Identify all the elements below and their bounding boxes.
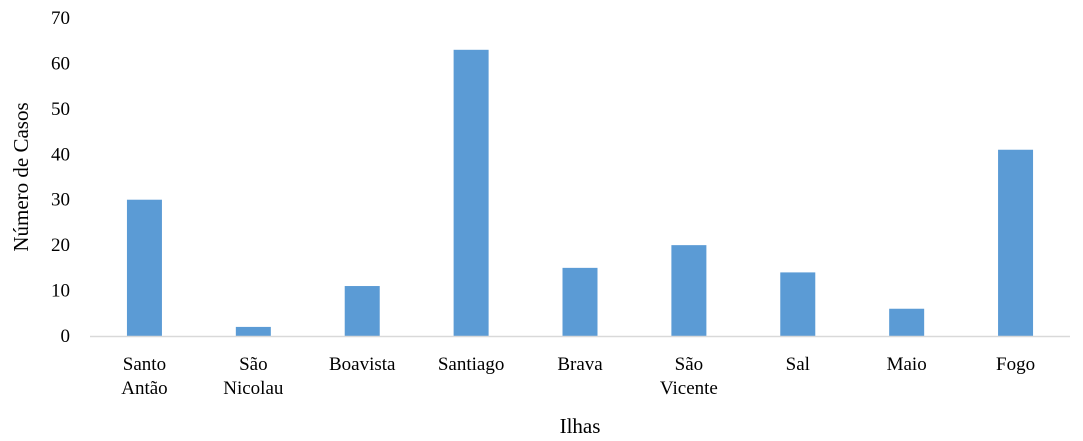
x-category-label-line: Antão (121, 378, 167, 399)
x-category-label: Fogo (996, 354, 1035, 375)
bar (562, 267, 598, 336)
x-category-label-line: São (239, 354, 268, 375)
bar (126, 199, 162, 336)
y-tick-label: 40 (51, 144, 70, 165)
y-axis-title: Número de Casos (9, 102, 33, 251)
x-category-label: Maio (887, 354, 927, 375)
x-category-label-line: Santo (123, 354, 166, 375)
x-category-label-line: Boavista (329, 354, 396, 375)
y-tick-label: 30 (51, 190, 70, 211)
x-category-label-line: São (675, 354, 704, 375)
bar (671, 245, 707, 336)
y-tick-label: 70 (51, 8, 70, 29)
x-category-label: Brava (557, 354, 603, 375)
x-category-label-line: Nicolau (223, 378, 284, 399)
x-category-label-line: Brava (557, 354, 603, 375)
bar (453, 49, 489, 337)
x-category-label: Santo Antão (121, 354, 167, 399)
y-tick-label: 20 (51, 235, 70, 256)
bar (344, 286, 380, 336)
bar (889, 308, 925, 336)
x-category-label: São Nicolau (223, 354, 284, 399)
bar (780, 272, 816, 336)
x-category-label: Sal (786, 354, 810, 375)
x-category-label-line: Maio (887, 354, 927, 375)
x-category-label-line: Fogo (996, 354, 1035, 375)
y-tick-label: 0 (61, 326, 71, 347)
y-tick-label: 10 (51, 281, 70, 302)
x-axis-title: Ilhas (560, 414, 601, 438)
bar (235, 326, 271, 336)
x-category-label: Santiago (438, 354, 505, 375)
y-axis-ticks: 0 10 20 30 40 50 60 70 (51, 8, 70, 347)
x-category-label-line: Santiago (438, 354, 505, 375)
y-tick-label: 50 (51, 99, 70, 120)
x-category-label-line: Sal (786, 354, 810, 375)
bars (126, 49, 1034, 337)
y-tick-label: 60 (51, 53, 70, 74)
x-category-label: Boavista (329, 354, 396, 375)
x-category-label: São Vicente (660, 354, 718, 399)
x-category-label-line: Vicente (660, 378, 718, 399)
x-axis-categories: Santo Antão São Nicolau Boavista Santiago Brav… (121, 354, 1035, 399)
bar (998, 149, 1034, 336)
